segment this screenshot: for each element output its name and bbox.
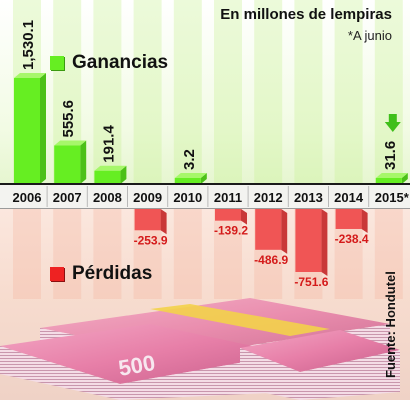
bar-side bbox=[401, 173, 408, 184]
money-stack-illustration: 500 bbox=[0, 298, 400, 400]
bar-top bbox=[14, 73, 46, 78]
bar-side bbox=[321, 209, 328, 276]
bar-loss bbox=[335, 209, 362, 229]
x-tick-label: 2006 bbox=[13, 190, 42, 205]
data-label: -751.6 bbox=[294, 275, 328, 289]
data-label: 555.6 bbox=[60, 100, 77, 138]
legend-gains-label: Ganancias bbox=[72, 52, 169, 73]
column-stripe bbox=[374, 0, 403, 184]
column-stripe bbox=[214, 209, 242, 299]
bar-side bbox=[200, 173, 207, 184]
x-axis-line bbox=[0, 183, 410, 185]
bar-side bbox=[281, 209, 288, 254]
x-tick-label: 2015* bbox=[375, 190, 410, 205]
source-note: Fuente: Hondutel bbox=[383, 271, 398, 378]
column-stripe bbox=[294, 0, 323, 184]
bar-gain bbox=[14, 78, 40, 184]
bar-side bbox=[40, 73, 46, 184]
bar-gain bbox=[54, 145, 81, 184]
x-tick-label: 2012 bbox=[254, 190, 283, 205]
bar-gain bbox=[94, 170, 121, 184]
legend-losses: Pérdidas bbox=[50, 263, 152, 285]
bar-side bbox=[361, 209, 368, 233]
x-axis-lower-line bbox=[0, 208, 410, 209]
chart-title: En millones de lempiras bbox=[220, 6, 392, 23]
bar-loss bbox=[215, 209, 241, 221]
chart-note: *A junio bbox=[347, 28, 392, 43]
data-label: -253.9 bbox=[134, 233, 168, 247]
legend-gains-swatch bbox=[50, 56, 64, 70]
bar-top bbox=[375, 173, 408, 178]
column-stripe bbox=[254, 0, 283, 184]
bar-gain bbox=[375, 178, 402, 184]
bar-top bbox=[54, 140, 87, 146]
bar-top bbox=[174, 173, 207, 178]
axis-band bbox=[0, 184, 410, 209]
data-label: 31.6 bbox=[382, 141, 399, 170]
bar-gain bbox=[174, 178, 201, 184]
bar-side bbox=[80, 140, 87, 184]
legend-losses-swatch bbox=[50, 267, 64, 281]
arrow-down-icon bbox=[384, 122, 401, 132]
legend-gains: Ganancias bbox=[50, 52, 168, 74]
arrow-down-icon-stem bbox=[388, 114, 397, 122]
column-stripe bbox=[173, 0, 202, 184]
column-stripe bbox=[93, 0, 122, 184]
x-tick-label: 2014 bbox=[334, 190, 364, 205]
column-stripe bbox=[173, 209, 202, 299]
column-stripe bbox=[93, 209, 122, 299]
x-tick-label: 2008 bbox=[93, 190, 122, 205]
bar-side bbox=[241, 209, 247, 225]
column-stripe bbox=[53, 209, 82, 299]
data-label: -486.9 bbox=[254, 253, 288, 267]
bar-side bbox=[160, 209, 167, 235]
bar-side bbox=[120, 165, 127, 184]
x-tick-label: 2013 bbox=[294, 190, 323, 205]
x-tick-label: 2007 bbox=[53, 190, 82, 205]
bar-loss bbox=[134, 209, 161, 231]
bar-loss bbox=[255, 209, 282, 250]
column-stripe bbox=[13, 209, 41, 299]
bar-loss bbox=[295, 209, 322, 272]
x-tick-label: 2009 bbox=[133, 190, 162, 205]
column-stripe bbox=[374, 209, 403, 299]
x-tick-label: 2010 bbox=[173, 190, 202, 205]
data-label: -238.4 bbox=[335, 232, 369, 246]
column-stripe bbox=[133, 0, 162, 184]
column-stripe bbox=[334, 0, 363, 184]
legend-losses-label: Pérdidas bbox=[72, 263, 153, 284]
column-stripe bbox=[214, 0, 242, 184]
data-label: -139.2 bbox=[214, 224, 248, 238]
x-tick-label: 2011 bbox=[214, 190, 242, 205]
bar-top bbox=[94, 165, 127, 171]
data-label: 191.4 bbox=[100, 125, 117, 163]
data-label: 3.2 bbox=[181, 149, 198, 170]
data-label: 1,530.1 bbox=[20, 20, 37, 70]
